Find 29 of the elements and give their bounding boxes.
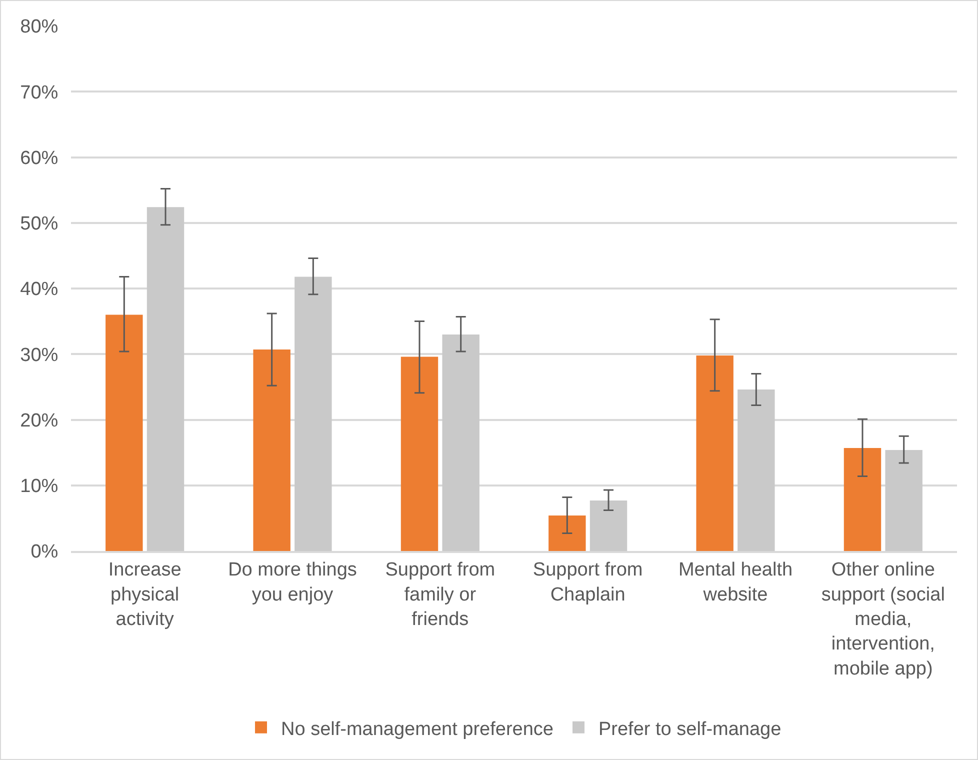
legend-label: Prefer to self-manage <box>598 718 782 740</box>
bar <box>738 390 775 551</box>
y-tick-label: 10% <box>20 476 58 498</box>
y-tick-label: 70% <box>20 82 58 104</box>
bar <box>294 276 332 551</box>
x-tick-label: Support from Chaplain <box>532 560 643 606</box>
bar <box>548 516 586 551</box>
bar <box>844 448 882 551</box>
x-tick-label: Increase physical activity <box>108 560 182 630</box>
y-tick-label: 40% <box>20 279 58 300</box>
y-tick-label: 30% <box>20 344 58 366</box>
bar <box>885 450 922 551</box>
bar <box>146 207 184 551</box>
bar <box>253 350 290 551</box>
x-tick-label: Support from family or friends <box>385 560 496 630</box>
y-tick-label: 80% <box>20 16 58 38</box>
x-tick-label: Mental health website <box>678 560 793 606</box>
x-tick-label: Other online support (social media, intervention, mobile app) <box>821 560 945 680</box>
y-tick-label: 0% <box>30 542 58 563</box>
bar <box>400 356 438 551</box>
x-tick-label: Do more things you enjoy <box>228 560 357 606</box>
legend-label: No self-management preference <box>281 718 554 740</box>
y-tick-label: 50% <box>20 214 58 235</box>
bar <box>590 500 628 551</box>
bar <box>442 334 480 551</box>
bar <box>106 314 143 551</box>
y-tick-label: 60% <box>20 148 58 169</box>
y-tick-label: 20% <box>20 410 58 432</box>
bar <box>696 355 734 551</box>
